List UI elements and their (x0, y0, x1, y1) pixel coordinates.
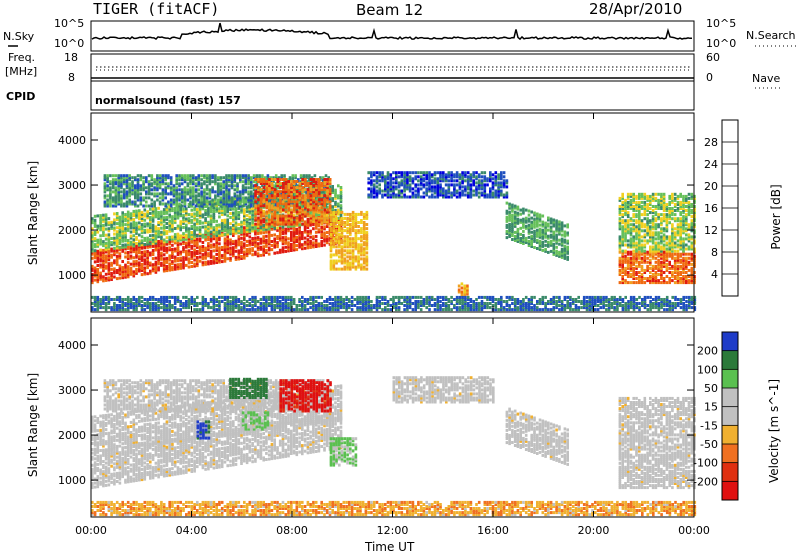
power-cbar-label-4: 20 (704, 180, 718, 193)
strips-svg (8, 20, 797, 111)
power-region-4 (329, 210, 369, 271)
velocity-cbar-seg-5 (722, 425, 738, 445)
nsky-label: N.Sky (3, 30, 35, 43)
xtick-label-1: 04:00 (176, 524, 208, 537)
power-region-3 (254, 178, 332, 226)
velocity-region-7 (329, 437, 358, 467)
velocity-cbar-label-2: 50 (704, 382, 718, 395)
power-region-10 (91, 295, 697, 312)
xtick-label-4: 16:00 (477, 524, 509, 537)
nave-tick-bottom: 0 (706, 71, 713, 84)
velocity-cbar-seg-3 (722, 388, 738, 408)
freq-label-line1: Freq. (8, 51, 36, 64)
nsky-strip-frame (90, 20, 695, 52)
velocity-cbar-seg-2 (722, 369, 738, 389)
power-region-9 (618, 192, 696, 253)
cpid-label: CPID (6, 90, 36, 103)
velocity-region-11 (91, 500, 697, 517)
power-cbar-label-2: 12 (704, 224, 718, 237)
velocity-cbar-seg-0 (722, 332, 738, 352)
velocity-cbar-label-0: 200 (697, 345, 718, 358)
velocity-region-6 (196, 420, 211, 440)
velocity-cbar-label-3: 15 (704, 401, 718, 414)
velocity-panel: 1000 2000 3000 4000 00:00 04:00 08:00 12:00 16:0… (58, 317, 710, 537)
velocity-cbar-label-5: -50 (700, 438, 718, 451)
velocity-region-10 (618, 396, 696, 490)
nsearch-tick-top: 10^5 (706, 17, 737, 30)
power-region-7 (457, 282, 469, 298)
power-region-0 (91, 210, 343, 285)
power-region-6 (505, 201, 569, 261)
freq-tick-top: 18 (64, 51, 78, 64)
velocity-ytick-label-1: 2000 (58, 429, 86, 442)
nave-tick-top: 60 (706, 51, 720, 64)
velocity-region-3 (229, 377, 268, 399)
power-ytick-label-0: 1000 (58, 269, 86, 282)
velocity-cbar-seg-6 (722, 444, 738, 464)
cpid-value: normalsound (fast) 157 (95, 94, 241, 107)
velocity-cbar-frame (721, 331, 739, 501)
power-region-8 (618, 250, 696, 285)
radar-title: TIGER (fitACF) (93, 0, 220, 18)
velocity-ylabel: Slant Range [km] (26, 372, 40, 478)
velocity-ytick-label-0: 1000 (58, 474, 86, 487)
power-cbar-label-0: 4 (711, 268, 718, 281)
power-ytick-label-2: 3000 (58, 179, 86, 192)
velocity-region-9 (505, 407, 569, 466)
freq-label-line2: [MHz] (5, 65, 38, 78)
velocity-cbar-label-7: -200 (693, 475, 718, 488)
power-cbar-label-3: 16 (704, 202, 718, 215)
power-ytick-label-3: 4000 (58, 134, 86, 147)
power-colorbar: 4 8 12 16 20 24 28 (704, 119, 739, 297)
nsearch-tick-bottom: 10^0 (706, 37, 737, 50)
velocity-cbar-seg-4 (722, 406, 738, 426)
power-region-5 (367, 171, 509, 199)
velocity-ytick-label-2: 3000 (58, 384, 86, 397)
freq-tick-bottom: 8 (68, 71, 75, 84)
velocity-cbar-label-4: -15 (700, 419, 718, 432)
power-cbar-label: Power [dB] (769, 184, 783, 250)
xtick-label-2: 08:00 (276, 524, 308, 537)
velocity-region-5 (241, 411, 270, 431)
velocity-cbar-label-6: -100 (693, 457, 718, 470)
power-panel: 1000 2000 3000 4000 (58, 112, 697, 313)
nsky-tick-top: 10^5 (54, 17, 85, 30)
velocity-cbar-label-1: 100 (697, 363, 718, 376)
nave-label: Nave (752, 72, 781, 85)
velocity-cbar-seg-7 (722, 462, 738, 482)
xtick-label-3: 12:00 (377, 524, 409, 537)
cpid-strip-frame (90, 80, 695, 111)
xtick-label-5: 20:00 (578, 524, 610, 537)
time-xlabel: Time UT (365, 540, 415, 554)
power-cbar-label-6: 28 (704, 136, 718, 149)
velocity-ytick-label-3: 4000 (58, 339, 86, 352)
nsky-trace (91, 22, 693, 41)
xtick-label-6: 00:00 (678, 524, 710, 537)
power-ytick-label-1: 2000 (58, 224, 86, 237)
nsky-tick-bottom: 10^0 (54, 37, 85, 50)
nsearch-label: N.Search (746, 29, 796, 42)
velocity-cbar-seg-1 (722, 350, 738, 370)
velocity-region-8 (392, 376, 495, 404)
velocity-cbar-seg-8 (722, 481, 738, 501)
date-title: 28/Apr/2010 (589, 0, 683, 18)
velocity-cbar-label: Velocity [m s^-1] (767, 378, 781, 484)
power-cbar-label-5: 24 (704, 158, 718, 171)
xtick-label-0: 00:00 (75, 524, 107, 537)
beam-title: Beam 12 (356, 1, 424, 19)
velocity-colorbar: 200 100 50 15 -15 -50 -100 -200 (693, 331, 739, 501)
velocity-region-4 (279, 379, 332, 413)
power-cbar-label-1: 8 (711, 246, 718, 259)
power-ylabel: Slant Range [km] (26, 160, 40, 266)
